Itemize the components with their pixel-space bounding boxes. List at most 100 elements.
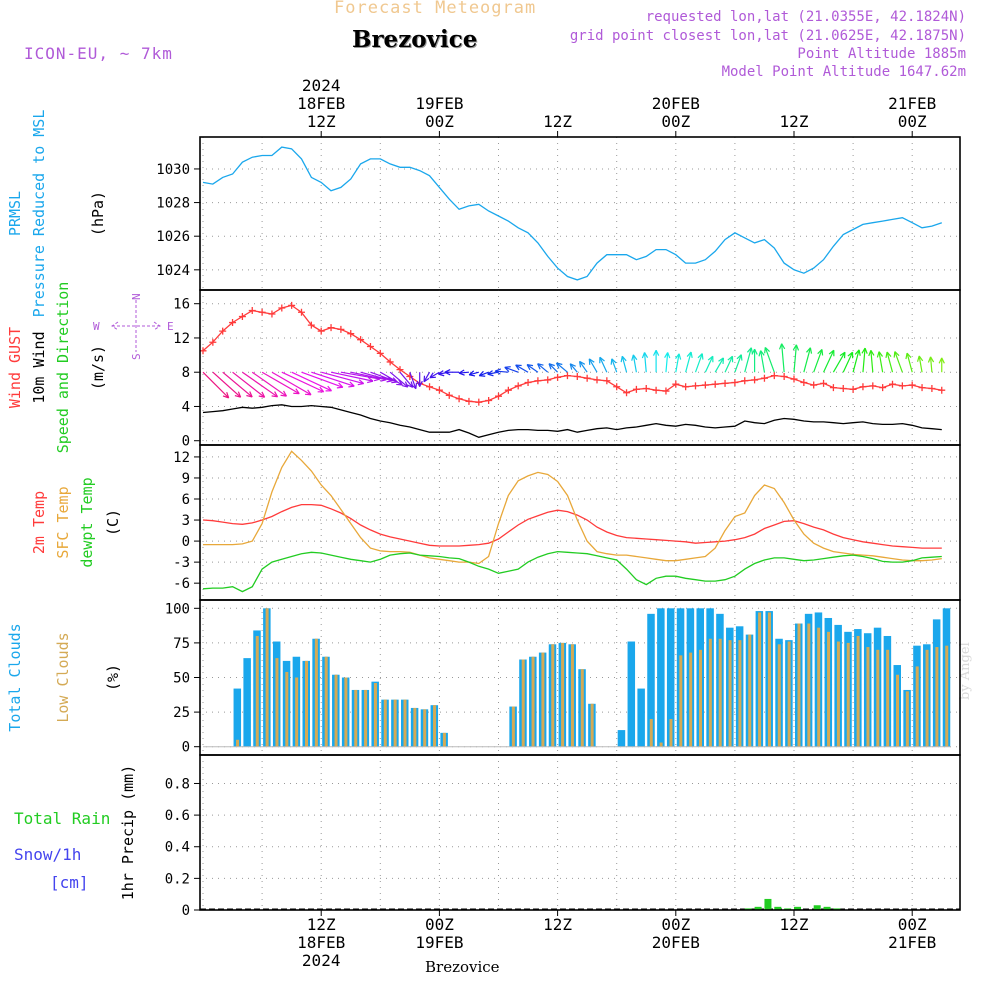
wind-arrow-shaft	[232, 371, 265, 398]
low-cloud-bar	[767, 612, 771, 747]
wind-direction-arrow	[704, 355, 714, 373]
top-time-label: 20FEB	[652, 94, 700, 113]
gust-marker	[652, 386, 660, 394]
gust-marker	[278, 304, 286, 312]
low-cloud-bar	[236, 739, 240, 747]
wind-arrow-shaft	[643, 352, 647, 373]
low-cloud-bar	[856, 635, 860, 747]
wind-direction-arrow	[232, 371, 266, 398]
series-line-dewpt-temp	[202, 550, 942, 593]
wind-direction-arrow	[927, 356, 935, 373]
wind-direction-arrow	[555, 362, 568, 373]
precip-bar	[823, 906, 831, 910]
gust-marker	[583, 374, 591, 382]
y-tick-label: 1030	[156, 162, 190, 178]
wind-arrow-shaft	[479, 371, 489, 377]
wind-arrow-shaft	[271, 371, 312, 396]
wind-direction-arrow	[409, 372, 418, 390]
wind-arrow-head	[707, 355, 714, 363]
wind-direction-arrow	[893, 351, 903, 373]
wind-direction-arrow	[301, 371, 344, 389]
wind-arrow-shaft	[588, 358, 598, 373]
wind-direction-arrow	[330, 371, 374, 384]
wind-arrow-shaft	[291, 371, 332, 392]
wind-arrow-head	[828, 349, 835, 357]
wind-arrow-shaft	[878, 351, 884, 373]
wind-direction-arrow	[751, 348, 758, 373]
series-line-wind-gust	[202, 304, 942, 403]
low-cloud-bar	[541, 652, 545, 747]
low-cloud-bar	[521, 659, 525, 747]
y-tick-label: 0.6	[165, 808, 190, 824]
wind-arrow-shaft	[714, 357, 724, 373]
gust-marker	[780, 372, 788, 380]
top-time-label: 12Z	[543, 112, 572, 131]
bottom-time-label: 00Z	[661, 915, 690, 934]
top-time-label: 2024	[302, 76, 341, 95]
wind-arrow-shaft	[350, 371, 387, 381]
y-tick-label: 3	[182, 513, 190, 529]
gust-marker	[475, 398, 483, 406]
low-cloud-bar	[797, 623, 801, 747]
gust-marker	[849, 385, 857, 393]
gust-marker	[504, 386, 512, 394]
y-axis-label: Wind GUST	[6, 327, 24, 408]
wind-direction-arrow	[468, 370, 479, 377]
gust-marker	[288, 301, 296, 309]
gust-marker	[298, 308, 305, 316]
low-cloud-bar	[393, 699, 397, 747]
gust-marker	[495, 392, 502, 400]
wind-arrow-head	[429, 372, 436, 379]
bottom-time-label: 00Z	[898, 915, 927, 934]
wind-direction-arrow	[515, 364, 529, 373]
low-cloud-bar	[817, 627, 821, 747]
total-cloud-bar	[243, 658, 251, 747]
wind-direction-arrow	[423, 371, 431, 383]
wind-arrow-head	[468, 370, 476, 377]
gust-marker	[396, 366, 404, 374]
low-cloud-bar	[344, 677, 348, 747]
wind-arrow-shaft	[360, 371, 393, 382]
low-cloud-bar	[314, 638, 318, 747]
series-line-2m-temp	[202, 503, 942, 549]
gust-marker	[209, 338, 217, 346]
wind-direction-arrow	[764, 346, 775, 373]
wind-direction-arrow	[675, 353, 682, 373]
top-time-label: 12Z	[307, 112, 336, 131]
precip-bar	[794, 906, 801, 910]
wind-arrow-shaft	[242, 371, 278, 398]
wind-arrow-shaft	[760, 350, 766, 373]
gust-marker	[229, 319, 237, 327]
wind-arrow-shaft	[281, 371, 324, 393]
wind-direction-arrow	[526, 364, 539, 373]
wind-arrow-head	[537, 363, 544, 370]
gust-marker	[426, 383, 434, 391]
bottom-time-label: 21FEB	[888, 933, 936, 952]
wind-arrow-shaft	[389, 371, 409, 388]
wind-arrow-head	[610, 358, 617, 365]
grid-point-location: grid point closest lon,lat (21.0625E, 42…	[569, 28, 966, 44]
gust-marker	[839, 384, 847, 392]
compass-e: E	[167, 320, 174, 333]
wind-direction-arrow	[599, 356, 608, 373]
wind-direction-arrow	[321, 371, 365, 386]
low-cloud-bar	[846, 642, 850, 747]
low-cloud-bar	[777, 644, 781, 747]
total-cloud-bar	[233, 688, 242, 747]
low-cloud-bar	[423, 709, 427, 747]
low-cloud-bar	[649, 719, 653, 747]
gust-marker	[317, 327, 325, 335]
wind-direction-arrow	[813, 349, 824, 373]
panel-clouds: 0 25 50 75 100 Total Clouds Low Clouds (%)	[6, 599, 961, 756]
wind-arrow-head	[652, 349, 660, 356]
gust-marker	[632, 385, 640, 393]
wind-arrow-shaft	[906, 352, 913, 373]
low-cloud-bar	[886, 649, 890, 747]
wind-arrow-shaft	[340, 371, 381, 380]
wind-arrow-shaft	[704, 356, 714, 373]
wind-arrow-shaft	[813, 349, 823, 373]
low-cloud-bar	[915, 666, 919, 747]
panel-frame	[199, 754, 961, 911]
bottom-time-label: 00Z	[425, 915, 454, 934]
y-tick-label: 0	[182, 534, 190, 550]
